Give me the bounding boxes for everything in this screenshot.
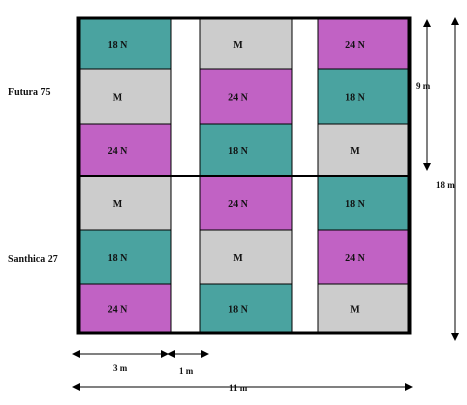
plot-fill — [199, 68, 293, 125]
plot-label: M — [233, 253, 243, 264]
plot-label: 18 N — [345, 93, 366, 104]
plot-label: M — [350, 305, 360, 316]
plot-cell: 18 N — [199, 283, 293, 334]
plot-label: 18 N — [228, 305, 249, 316]
plot-cell: M — [199, 18, 293, 70]
variety-label-bottom: Santhica 27 — [8, 254, 58, 265]
plot-cell: M — [79, 68, 172, 125]
plot-label: 18 N — [108, 40, 129, 51]
plot-cell: 24 N — [79, 283, 172, 334]
plot-cell: 18 N — [199, 123, 293, 177]
total-height-label: 18 m — [436, 180, 455, 190]
plot-cell: 18 N — [317, 68, 409, 125]
gap-width-label: 1 m — [179, 366, 194, 376]
plot-fill — [79, 123, 172, 177]
plot-fill — [199, 229, 293, 285]
plot-label: M — [113, 199, 123, 210]
plot-label: 24 N — [345, 253, 366, 264]
plot-label: 24 N — [345, 40, 366, 51]
plot-fill — [79, 283, 172, 334]
plot-fill — [79, 175, 172, 231]
plot-label: 24 N — [228, 199, 249, 210]
plot-fill — [317, 18, 409, 70]
plot-cell: M — [199, 229, 293, 285]
plot-label: 18 N — [345, 199, 366, 210]
plot-grid: 18 N M 24 N M 18 N 24 N M 24 N 18 N 24 N M 18 N 24 N… — [79, 18, 409, 334]
total-width-label: 11 m — [229, 383, 248, 393]
plot-fill — [79, 229, 172, 285]
plot-cell: 18 N — [317, 175, 409, 231]
plot-label: M — [113, 93, 123, 104]
plot-fill — [317, 123, 409, 177]
plot-cell: M — [317, 123, 409, 177]
plot-cell: 24 N — [79, 123, 172, 177]
plot-fill — [199, 175, 293, 231]
plot-label: 24 N — [228, 93, 249, 104]
plot-width-label: 3 m — [113, 363, 128, 373]
half-height-label: 9 m — [416, 81, 431, 91]
plot-cell: 24 N — [317, 18, 409, 70]
variety-label-top: Futura 75 — [8, 87, 51, 98]
plot-cell: M — [317, 283, 409, 334]
plot-cell: M — [79, 175, 172, 231]
plot-cell: 24 N — [199, 68, 293, 125]
plot-label: 24 N — [108, 146, 129, 157]
plot-fill — [199, 123, 293, 177]
plot-fill — [79, 68, 172, 125]
plot-fill — [317, 283, 409, 334]
plot-label: 24 N — [108, 305, 129, 316]
plot-fill — [317, 175, 409, 231]
plot-cell: 24 N — [199, 175, 293, 231]
plot-label: M — [350, 146, 360, 157]
plot-cell: 18 N — [79, 18, 172, 70]
plot-fill — [317, 68, 409, 125]
plot-fill — [199, 18, 293, 70]
plot-cell: 18 N — [79, 229, 172, 285]
plot-label: M — [233, 40, 243, 51]
plot-cell: 24 N — [317, 229, 409, 285]
plot-label: 18 N — [108, 253, 129, 264]
plot-label: 18 N — [228, 146, 249, 157]
